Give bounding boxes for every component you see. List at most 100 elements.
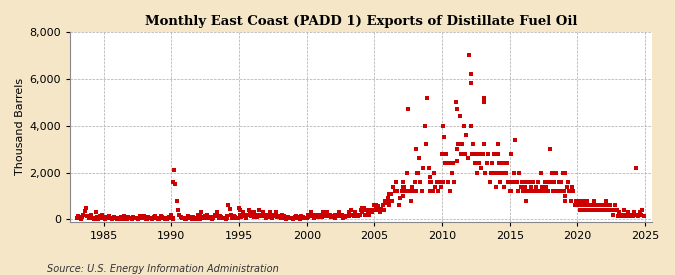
Point: [601, 203, 612, 208]
Point: [439, 161, 450, 165]
Point: [580, 203, 591, 208]
Point: [533, 189, 543, 194]
Point: [567, 184, 578, 189]
Point: [327, 214, 338, 218]
Point: [506, 152, 516, 156]
Point: [344, 210, 354, 214]
Point: [568, 189, 579, 194]
Point: [411, 147, 422, 151]
Point: [492, 152, 503, 156]
Point: [331, 213, 342, 217]
Point: [598, 203, 609, 208]
Point: [614, 210, 625, 214]
Point: [553, 180, 564, 184]
Point: [438, 123, 449, 128]
Point: [188, 215, 198, 219]
Point: [476, 166, 487, 170]
Point: [162, 216, 173, 221]
Point: [134, 215, 144, 220]
Point: [104, 214, 115, 218]
Point: [194, 215, 205, 220]
Point: [131, 215, 142, 220]
Point: [422, 95, 433, 100]
Point: [326, 215, 337, 219]
Point: [344, 214, 354, 218]
Point: [500, 170, 511, 175]
Point: [290, 216, 300, 220]
Point: [411, 170, 422, 175]
Point: [315, 215, 325, 219]
Point: [282, 215, 293, 219]
Point: [297, 215, 308, 219]
Point: [415, 180, 426, 184]
Point: [101, 215, 112, 219]
Point: [86, 215, 97, 219]
Point: [274, 214, 285, 218]
Point: [345, 213, 356, 217]
Point: [308, 215, 319, 220]
Point: [198, 215, 209, 220]
Point: [362, 210, 373, 214]
Point: [516, 180, 527, 184]
Point: [499, 184, 510, 189]
Point: [231, 216, 242, 220]
Point: [634, 210, 645, 214]
Point: [620, 213, 630, 217]
Point: [371, 207, 381, 211]
Point: [460, 152, 470, 156]
Point: [154, 215, 165, 220]
Point: [445, 189, 456, 194]
Point: [177, 216, 188, 220]
Point: [292, 215, 302, 219]
Point: [248, 215, 259, 219]
Point: [334, 210, 345, 214]
Point: [356, 208, 367, 212]
Point: [247, 213, 258, 217]
Point: [488, 152, 499, 156]
Point: [618, 208, 629, 212]
Point: [416, 189, 427, 194]
Point: [208, 215, 219, 219]
Point: [89, 216, 100, 221]
Point: [633, 214, 644, 218]
Point: [90, 210, 101, 214]
Point: [232, 215, 243, 220]
Point: [313, 213, 324, 217]
Point: [186, 216, 197, 221]
Point: [520, 184, 531, 189]
Point: [165, 215, 176, 220]
Point: [350, 210, 361, 214]
Point: [220, 216, 231, 221]
Point: [95, 214, 105, 218]
Point: [392, 189, 403, 194]
Point: [630, 166, 641, 170]
Point: [605, 203, 616, 208]
Point: [531, 189, 542, 194]
Y-axis label: Thousand Barrels: Thousand Barrels: [15, 78, 25, 175]
Point: [96, 215, 107, 220]
Point: [107, 216, 117, 221]
Point: [178, 215, 189, 220]
Point: [223, 203, 234, 208]
Point: [400, 189, 411, 194]
Point: [563, 180, 574, 184]
Point: [197, 215, 208, 219]
Point: [270, 210, 281, 214]
Point: [480, 170, 491, 175]
Point: [97, 213, 108, 217]
Point: [255, 214, 266, 218]
Point: [122, 216, 132, 221]
Point: [261, 215, 271, 220]
Point: [310, 214, 321, 218]
Point: [599, 208, 610, 212]
Point: [427, 189, 438, 194]
Point: [385, 191, 396, 196]
Point: [235, 215, 246, 219]
Point: [438, 180, 449, 184]
Point: [140, 216, 151, 221]
Point: [289, 215, 300, 219]
Point: [560, 170, 571, 175]
Point: [136, 215, 147, 219]
Point: [435, 184, 446, 189]
Point: [483, 152, 493, 156]
